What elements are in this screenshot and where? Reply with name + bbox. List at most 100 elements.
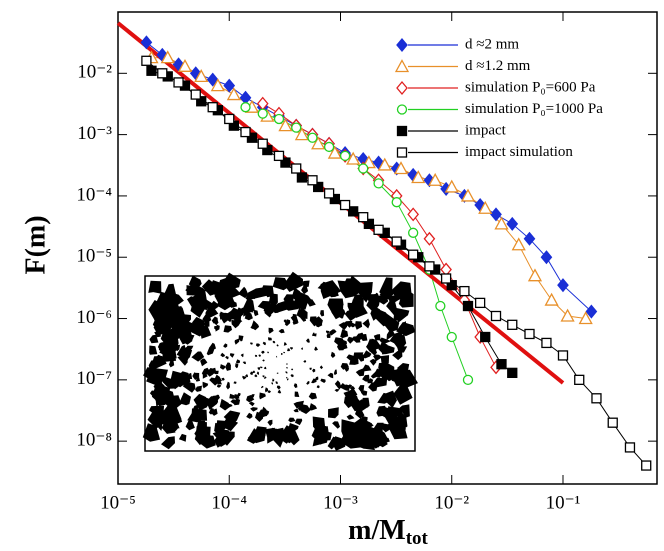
point	[478, 200, 493, 214]
fragment	[268, 428, 280, 440]
point	[206, 72, 219, 87]
fragment	[157, 342, 163, 350]
y-tick-label: 10⁻⁷	[76, 368, 112, 389]
fragment	[237, 286, 249, 299]
fragment	[285, 371, 288, 374]
fragment	[277, 389, 282, 394]
point	[541, 337, 552, 349]
fragment	[388, 295, 399, 305]
fragment	[241, 307, 247, 314]
fragment	[275, 381, 278, 384]
fragment	[346, 354, 356, 363]
point	[327, 145, 342, 159]
fragment	[267, 419, 273, 426]
fragment	[389, 421, 408, 440]
fragment	[314, 376, 319, 381]
fragment	[250, 342, 253, 345]
fragment	[168, 415, 183, 426]
legend-marker	[396, 147, 408, 158]
fragment	[208, 407, 214, 415]
fragment	[283, 342, 287, 346]
fragment	[162, 376, 175, 389]
point	[557, 350, 569, 361]
fragment	[227, 307, 240, 321]
point	[373, 224, 384, 235]
point	[207, 102, 218, 113]
fragment	[202, 298, 213, 310]
point	[490, 310, 502, 322]
fragment	[179, 392, 191, 406]
point	[146, 65, 157, 76]
point	[141, 55, 152, 66]
point	[435, 300, 446, 312]
fragment	[325, 330, 330, 334]
y-tick-label: 10⁻⁶	[76, 307, 112, 328]
point	[624, 442, 636, 453]
fragment	[301, 284, 309, 295]
fragment	[149, 345, 158, 355]
fragment	[287, 423, 299, 433]
fragment	[362, 350, 372, 359]
fragment	[291, 368, 294, 371]
legend-marker	[396, 37, 408, 53]
fragment	[367, 378, 374, 384]
fragment	[319, 365, 323, 370]
point	[407, 207, 420, 222]
fragment	[283, 351, 286, 354]
point	[239, 90, 252, 105]
fragment	[373, 354, 383, 362]
fragment	[195, 385, 202, 392]
fragment	[292, 313, 297, 318]
point	[462, 300, 474, 312]
fragment	[219, 398, 230, 411]
fragment	[162, 345, 177, 362]
fragment	[301, 347, 303, 350]
x-tick-label: 10⁻⁴	[211, 492, 247, 513]
point	[348, 206, 359, 217]
fragment	[197, 395, 210, 411]
fragment	[309, 367, 312, 370]
point	[440, 273, 452, 284]
x-axis-label: m/Mtot	[348, 515, 428, 549]
fragment	[399, 404, 410, 418]
fragment	[186, 345, 194, 352]
fragment	[201, 325, 212, 339]
fragment	[264, 366, 267, 370]
fragment	[332, 421, 340, 429]
fragment	[226, 381, 230, 390]
point	[408, 249, 419, 260]
point	[140, 35, 153, 50]
fragment	[358, 399, 369, 408]
fragment	[250, 394, 255, 398]
fragment	[302, 280, 310, 288]
point	[160, 50, 175, 64]
fragment	[351, 294, 363, 308]
fragment	[278, 329, 285, 334]
y-tick-label: 10⁻³	[77, 123, 112, 144]
point	[607, 417, 618, 428]
fragment	[286, 378, 289, 381]
point	[226, 87, 241, 101]
point	[240, 126, 251, 138]
point	[278, 118, 293, 132]
fragment	[386, 329, 395, 341]
fragment	[192, 316, 205, 330]
fragment	[272, 277, 290, 291]
fragment	[379, 361, 395, 382]
fragment	[250, 371, 253, 375]
fragment	[256, 371, 259, 375]
fragment	[152, 314, 166, 329]
point	[428, 172, 443, 186]
point	[194, 69, 209, 83]
point	[574, 374, 585, 385]
fragment	[223, 410, 241, 425]
fragment	[320, 310, 325, 317]
fragment	[334, 389, 340, 392]
fragment	[223, 325, 232, 333]
fragment	[233, 381, 237, 384]
fragment	[262, 341, 266, 346]
point	[393, 161, 409, 175]
fragment	[377, 437, 388, 448]
fragment	[225, 419, 233, 429]
fragment	[378, 406, 393, 418]
